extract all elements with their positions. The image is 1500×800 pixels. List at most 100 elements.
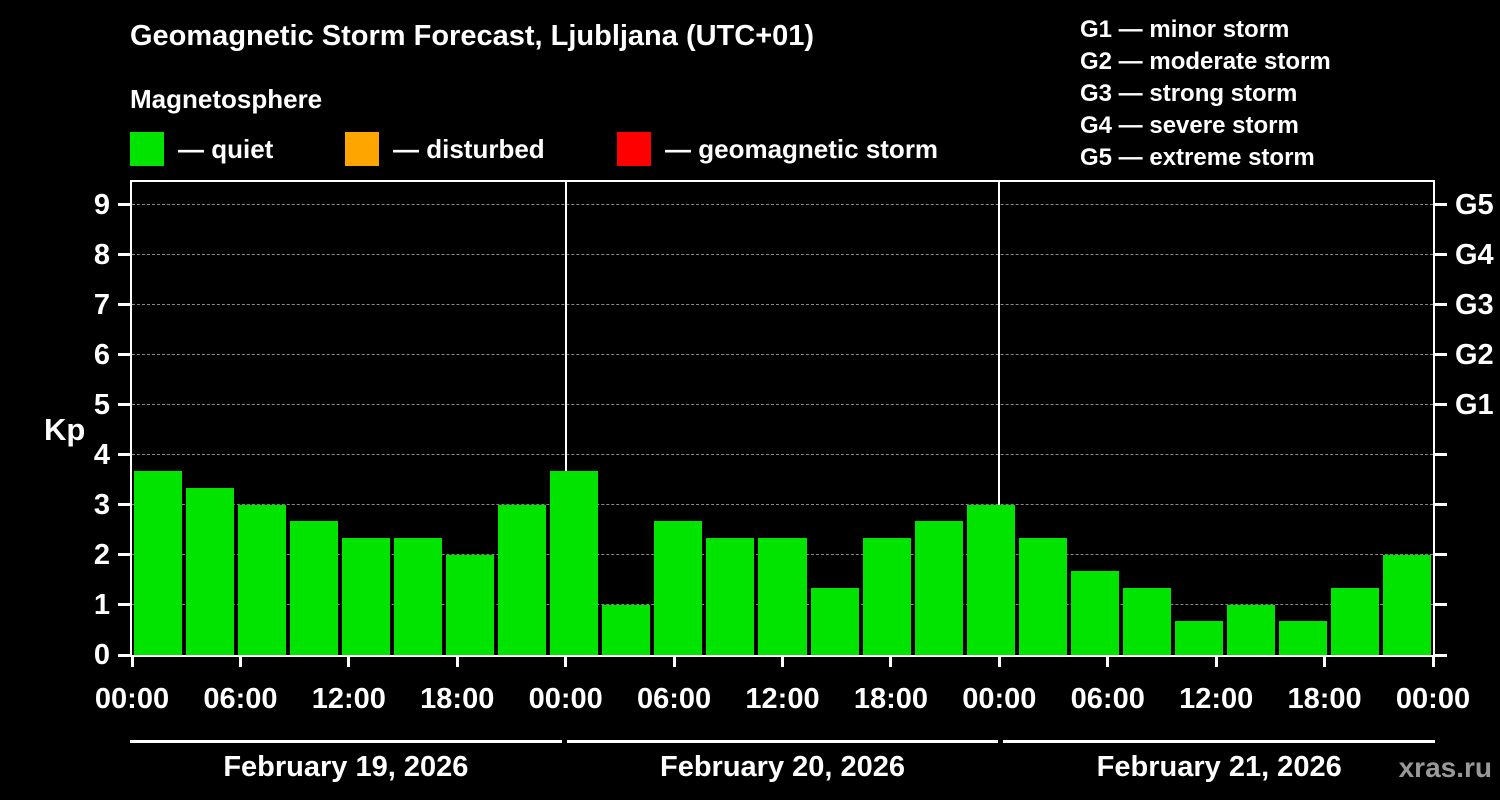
g-legend-line-g3: G3 — strong storm: [1080, 80, 1298, 107]
date-label-2: February 20, 2026: [659, 751, 906, 783]
x-axis-tick: [130, 657, 134, 667]
right-axis-tick: [1435, 253, 1447, 257]
y-axis-tick: [118, 553, 130, 557]
y-axis-tick: [118, 403, 130, 407]
y-axis-tick: [118, 353, 130, 357]
kp-bar: [290, 521, 339, 655]
legend-item-disturbed: — disturbed: [345, 131, 545, 167]
y-axis-label: 2: [93, 538, 110, 571]
chart-subtitle: Magnetosphere: [130, 84, 323, 114]
x-axis-tick: [672, 657, 676, 667]
right-axis-tick: [1435, 403, 1447, 407]
kp-bar: [1382, 554, 1431, 655]
x-axis-label: 18:00: [853, 683, 928, 715]
gridline-kp-6: [132, 354, 1433, 356]
right-axis-tick: [1435, 653, 1447, 657]
chart-title: Geomagnetic Storm Forecast, Ljubljana (U…: [130, 20, 815, 52]
kp-bar: [238, 504, 287, 655]
kp-bar: [1122, 588, 1171, 655]
x-axis-label: 00:00: [962, 683, 1037, 715]
g-legend-line-g1: G1 — minor storm: [1080, 16, 1290, 43]
kp-bar: [342, 538, 391, 655]
x-axis-tick: [455, 657, 459, 667]
y-axis-title: Kp: [44, 412, 86, 447]
kp-bar: [758, 538, 807, 655]
disturbed-color-swatch: [345, 132, 379, 166]
y-axis-label: 4: [93, 438, 110, 471]
x-axis-tick: [564, 657, 568, 667]
x-axis-label: 06:00: [636, 683, 712, 715]
kp-bar: [1278, 621, 1327, 655]
x-axis-label: 00:00: [528, 683, 603, 715]
date-label-3: February 21, 2026: [1096, 751, 1342, 783]
gridline-kp-7: [132, 304, 1433, 306]
x-axis-label: 06:00: [203, 683, 278, 715]
y-axis-label: 7: [93, 288, 110, 321]
right-axis-tick: [1435, 303, 1447, 307]
kp-bar: [862, 538, 911, 655]
storm-color-swatch: [617, 132, 651, 166]
x-axis-label: 12:00: [745, 683, 820, 715]
y-axis-label: 1: [93, 588, 110, 621]
g-legend-line-g2: G2 — moderate storm: [1080, 48, 1331, 75]
kp-bar: [966, 504, 1015, 655]
kp-bar: [498, 504, 547, 655]
right-axis-label-g3: G3: [1455, 288, 1494, 321]
y-axis-label: 3: [93, 488, 110, 521]
right-axis-label-g2: G2: [1455, 338, 1494, 371]
y-axis-tick: [118, 653, 130, 657]
y-axis-tick: [118, 453, 130, 457]
x-axis-tick: [1431, 657, 1435, 667]
y-axis-tick: [118, 303, 130, 307]
legend-item-quiet: — quiet: [130, 131, 273, 167]
day-boundary-line: [564, 182, 567, 655]
gridline-kp-3: [132, 504, 1433, 506]
kp-bar: [394, 538, 443, 655]
x-axis-label: 12:00: [1179, 683, 1254, 715]
x-axis-tick: [889, 657, 893, 667]
kp-bar: [654, 521, 703, 655]
g-legend-line-g4: G4 — severe storm: [1080, 112, 1299, 139]
x-axis-tick: [781, 657, 784, 667]
date-axis: February 19, 2026 February 20, 2026 Febr…: [130, 740, 1436, 784]
date-segment-3: February 21, 2026: [1003, 740, 1436, 784]
kp-bar: [1174, 621, 1223, 655]
gridline-kp-8: [132, 254, 1433, 256]
legend-item-storm: — geomagnetic storm: [617, 131, 938, 167]
date-label-1: February 19, 2026: [223, 751, 469, 783]
kp-bar: [706, 538, 755, 655]
x-axis-label: 00:00: [1395, 683, 1471, 715]
quiet-color-swatch: [130, 132, 164, 166]
gridline-kp-9: [132, 204, 1433, 206]
right-axis-tick: [1435, 603, 1447, 607]
y-axis-label: 6: [93, 338, 110, 371]
x-axis-label: 18:00: [420, 683, 495, 715]
right-axis-tick: [1435, 503, 1447, 507]
kp-bar: [1226, 604, 1275, 655]
kp-bar: [134, 471, 183, 655]
kp-bar: [1018, 538, 1067, 655]
legend-label-disturbed: — disturbed: [393, 133, 545, 164]
date-segment-1: February 19, 2026: [130, 740, 562, 784]
kp-bar: [186, 488, 235, 655]
y-axis-tick: [118, 203, 130, 207]
y-axis-tick: [118, 253, 130, 257]
right-axis-label-g4: G4: [1455, 238, 1494, 271]
x-axis-tick: [1106, 657, 1110, 667]
y-axis-label: 9: [93, 188, 110, 221]
x-axis-tick: [997, 657, 1001, 667]
kp-bar: [602, 604, 651, 655]
x-axis-tick: [238, 657, 242, 667]
watermark: xras.ru: [1398, 752, 1492, 783]
right-axis-tick: [1435, 353, 1447, 357]
y-axis-tick: [118, 603, 130, 607]
date-segment-2: February 20, 2026: [566, 740, 999, 784]
x-axis-tick: [1214, 657, 1218, 667]
right-axis-label-g1: G1: [1455, 388, 1494, 421]
g-scale-legend: G1 — minor storm G2 — moderate storm G3 …: [1080, 14, 1331, 174]
right-axis-tick: [1435, 203, 1447, 207]
kp-bar: [446, 554, 495, 655]
kp-bar: [810, 588, 859, 655]
g-legend-line-g5: G5 — extreme storm: [1080, 144, 1315, 171]
gridline-kp-5: [132, 404, 1433, 406]
